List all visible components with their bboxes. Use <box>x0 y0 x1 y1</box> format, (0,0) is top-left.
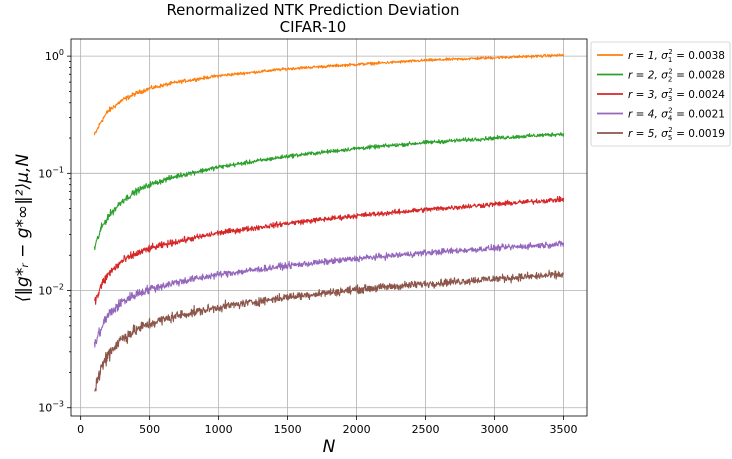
x-tick-label: 500 <box>139 423 160 436</box>
y-axis-label: ⟨‖g*ᵣ − g*∞‖²⟩μ,N <box>13 154 33 302</box>
chart-subtitle: CIFAR-10 <box>280 18 347 36</box>
x-axis-label: N <box>323 437 336 457</box>
series-group <box>94 54 563 391</box>
y-tick-label: 10−1 <box>38 165 64 180</box>
x-tick-label: 3500 <box>550 423 578 436</box>
legend-entry-3: r = 3, σ32 = 0.0024 <box>628 87 725 103</box>
legend-entry-4: r = 4, σ42 = 0.0021 <box>628 107 725 123</box>
legend: r = 1, σ12 = 0.0038 r = 2, σ22 = 0.0028 r … <box>591 42 730 146</box>
x-axis: 0 500 1000 1500 2000 2500 3000 3500 <box>77 416 577 436</box>
series-line-4 <box>94 241 563 347</box>
x-tick-label: 0 <box>77 423 84 436</box>
y-axis-label-group: ⟨‖g*ᵣ − g*∞‖²⟩μ,N <box>13 154 33 302</box>
plot-frame <box>71 39 587 416</box>
series-line-1 <box>94 54 563 135</box>
x-tick-label: 1000 <box>205 423 233 436</box>
grid <box>71 39 587 416</box>
x-tick-label: 1500 <box>274 423 302 436</box>
legend-entry-5: r = 5, σ52 = 0.0019 <box>628 126 725 142</box>
series-line-2 <box>94 133 563 250</box>
legend-entry-2: r = 2, σ22 = 0.0028 <box>628 68 725 84</box>
x-tick-label: 2000 <box>343 423 371 436</box>
chart-title: Renormalized NTK Prediction Deviation <box>166 1 459 19</box>
x-tick-label: 3000 <box>481 423 509 436</box>
y-tick-label: 10−2 <box>38 283 64 298</box>
y-axis: 10−3 10−2 10−1 100 <box>38 48 71 415</box>
x-tick-label: 2500 <box>412 423 440 436</box>
y-tick-label: 100 <box>45 48 64 63</box>
y-tick-label: 10−3 <box>38 400 64 415</box>
legend-entry-1: r = 1, σ12 = 0.0038 <box>628 48 725 64</box>
